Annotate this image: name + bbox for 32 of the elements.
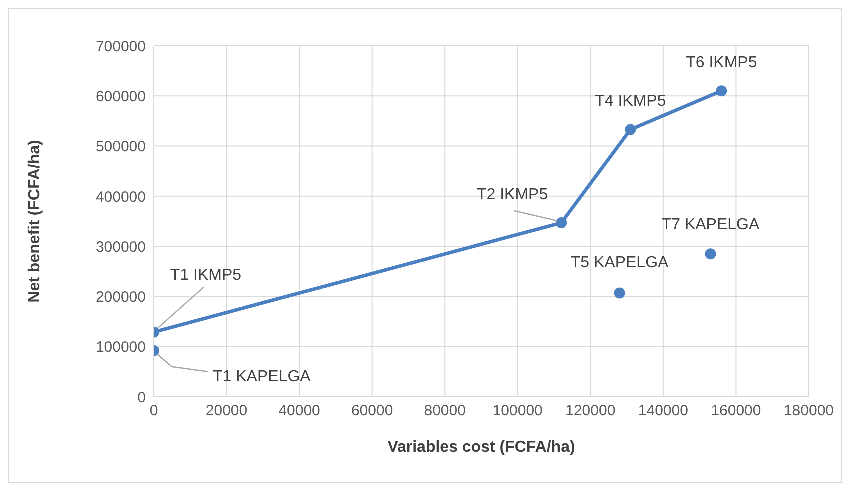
y-tick-label: 0 bbox=[138, 389, 146, 406]
x-tick-label: 20000 bbox=[206, 402, 248, 420]
annotation: T4 IKMP5 bbox=[595, 93, 666, 110]
point bbox=[614, 288, 626, 299]
y-tick-label: 700000 bbox=[96, 38, 146, 56]
x-axis-title: Variables cost (FCFA/ha) bbox=[388, 439, 576, 456]
annotation: T6 IKMP5 bbox=[686, 54, 758, 72]
annotation: T1 IKMP5 bbox=[170, 266, 242, 284]
point bbox=[716, 86, 728, 97]
y-tick-label: 500000 bbox=[96, 138, 146, 156]
x-tick-label: 60000 bbox=[351, 402, 394, 420]
point bbox=[705, 248, 716, 260]
x-tick-label: 140000 bbox=[638, 402, 688, 420]
annotation: T7 KAPELGA bbox=[662, 216, 760, 234]
y-tick-label: 300000 bbox=[96, 238, 146, 256]
x-tick-label: 0 bbox=[150, 402, 158, 420]
annotation: T2 IKMP5 bbox=[476, 186, 548, 204]
x-tick-label: 180000 bbox=[784, 402, 834, 420]
y-tick-label: 600000 bbox=[96, 88, 146, 106]
annotation: T1 KAPELGA bbox=[213, 368, 312, 386]
y-tick-label: 200000 bbox=[96, 289, 146, 306]
x-tick-label: 80000 bbox=[424, 402, 466, 420]
point bbox=[556, 218, 568, 229]
y-axis-title: Net benefit (FCFA/ha) bbox=[26, 140, 44, 303]
annotation: T5 KAPELGA bbox=[570, 254, 670, 272]
x-tick-label: 160000 bbox=[711, 402, 762, 420]
point bbox=[625, 124, 636, 136]
y-tick-label: 400000 bbox=[96, 188, 146, 206]
x-tick-label: 40000 bbox=[278, 402, 320, 420]
y-tick-label: 100000 bbox=[96, 339, 146, 356]
x-tick-label: 120000 bbox=[566, 402, 616, 420]
x-tick-label: 100000 bbox=[492, 402, 543, 420]
